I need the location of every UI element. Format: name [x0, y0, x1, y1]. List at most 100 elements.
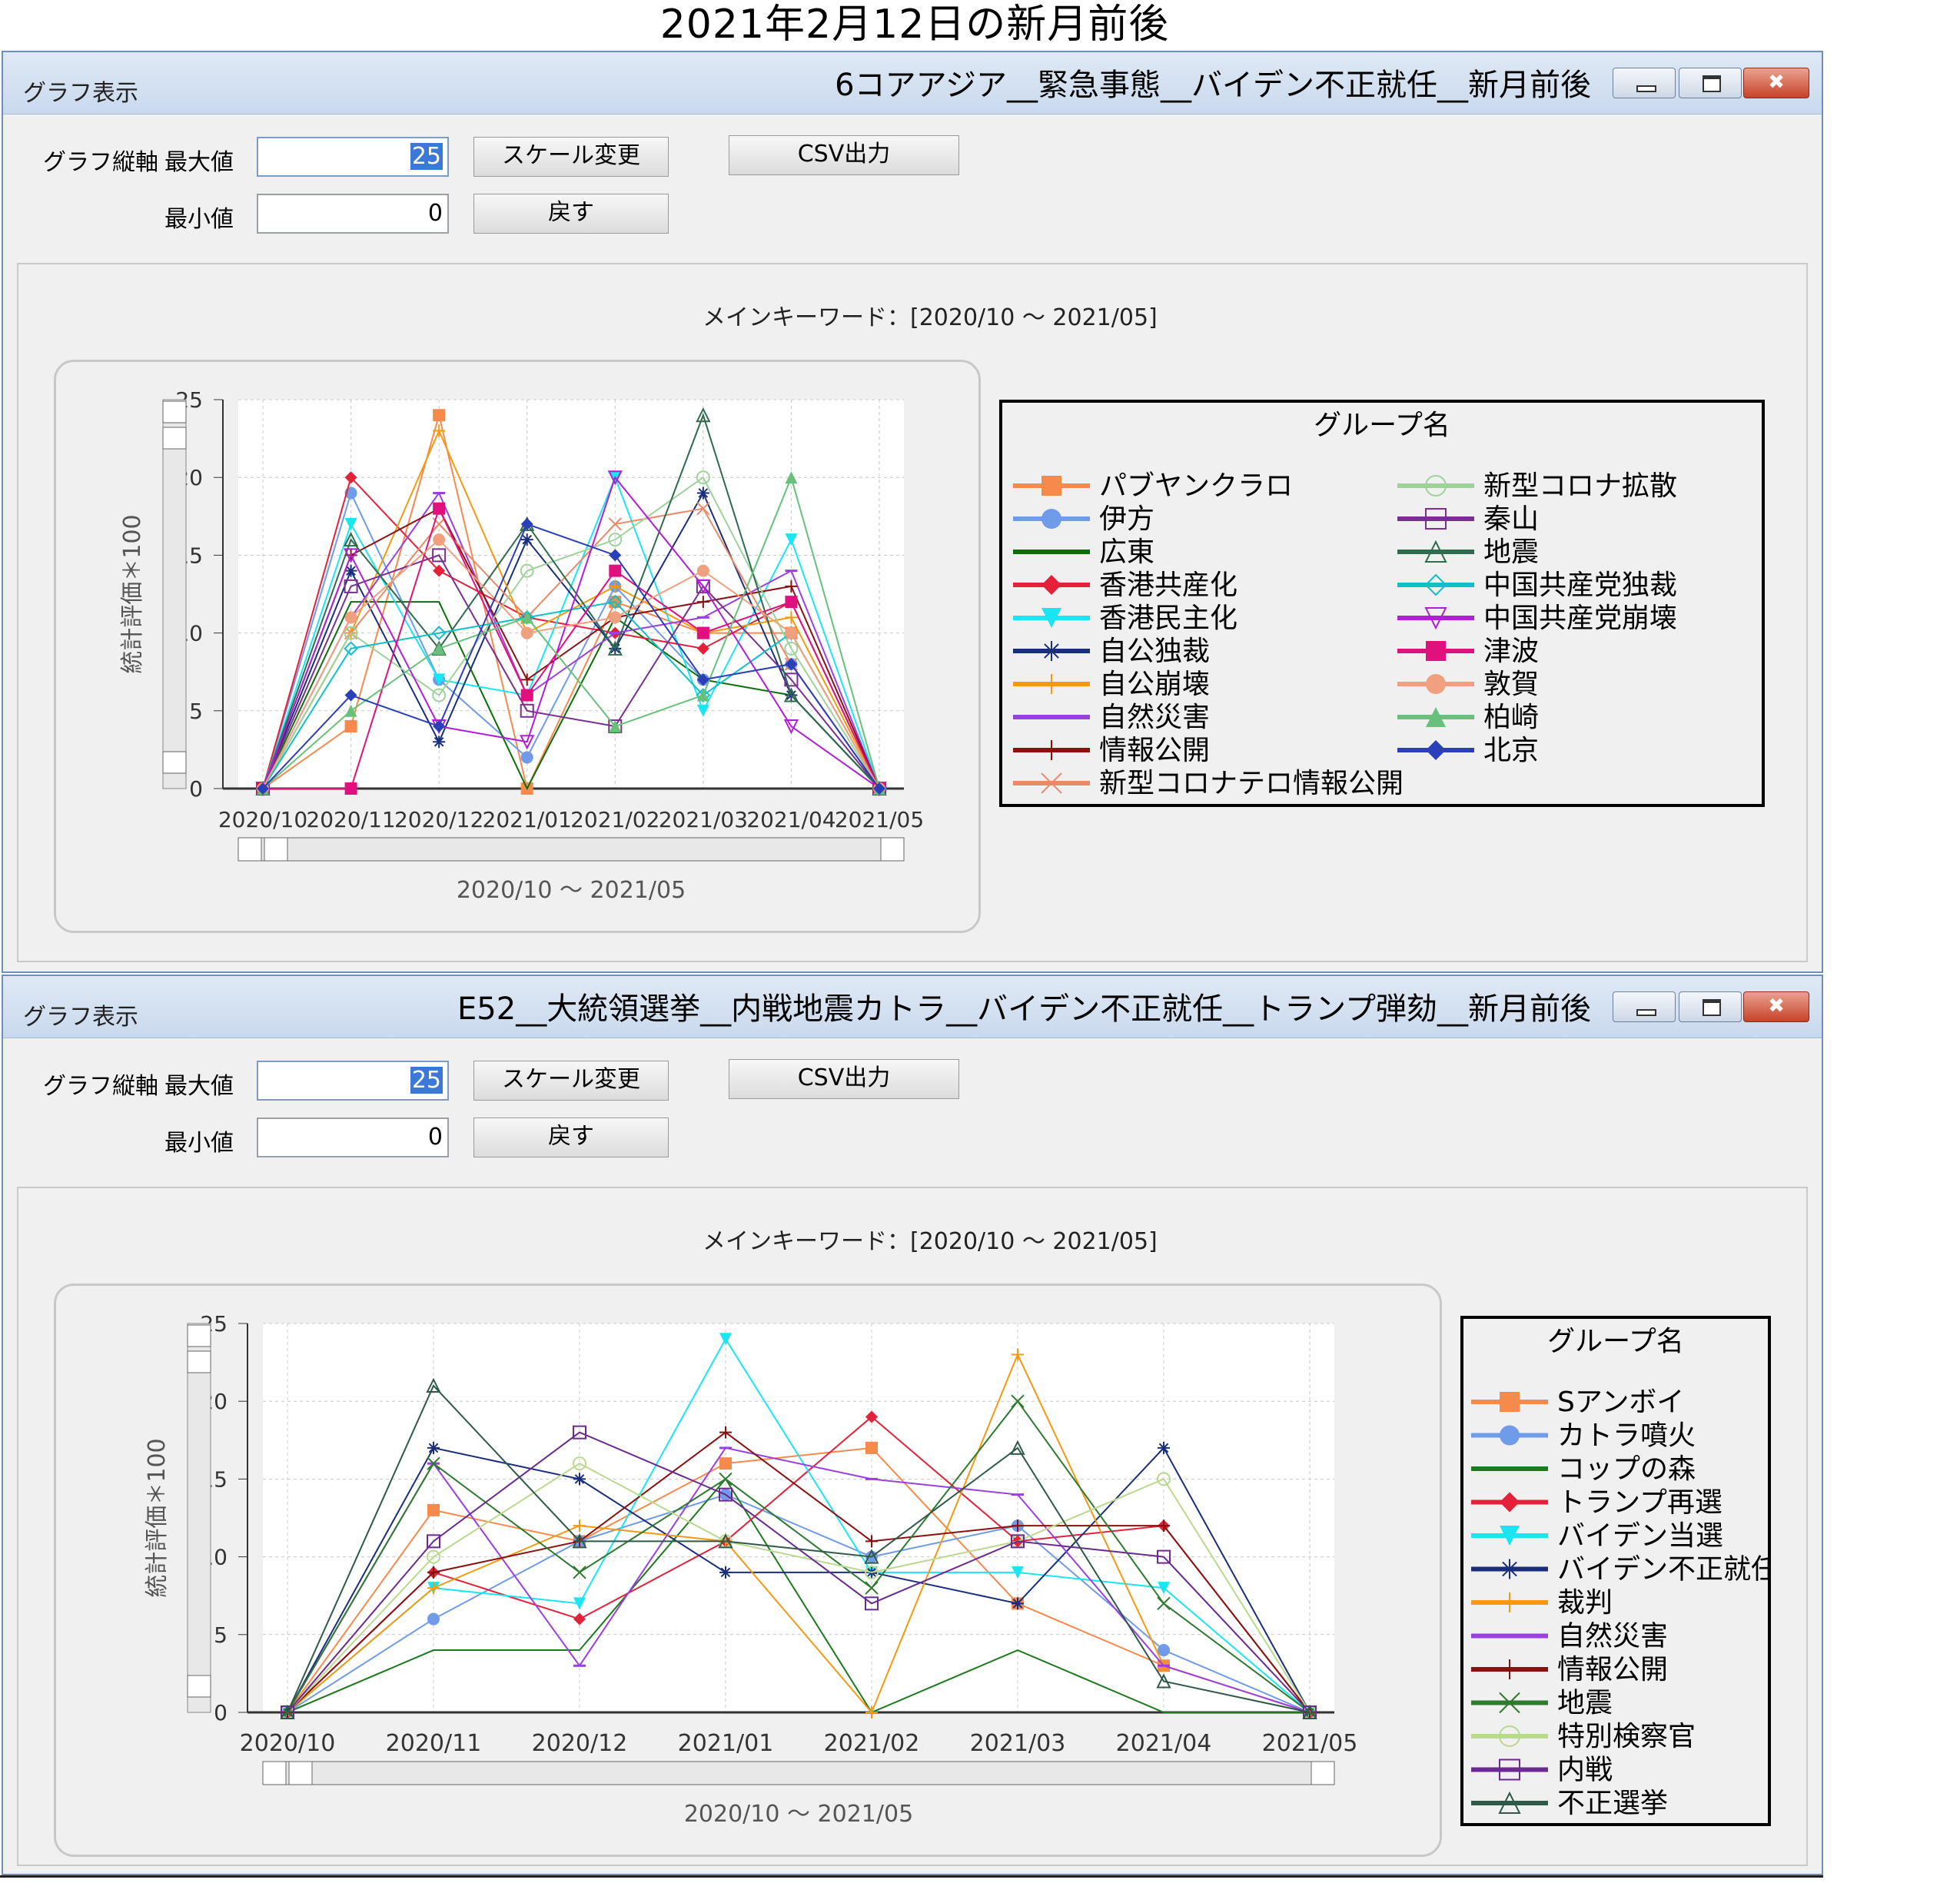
- x-tick-label: 2021/02: [824, 1730, 920, 1757]
- data-point: [427, 1612, 440, 1626]
- data-point: [785, 611, 798, 624]
- data-point: [433, 564, 446, 577]
- y-tick-label: 5: [189, 699, 203, 724]
- data-point: [520, 735, 535, 750]
- data-point: [343, 548, 359, 563]
- legend-label: 敦賀: [1483, 669, 1539, 700]
- legend-marker: [1041, 641, 1061, 661]
- max-value-input[interactable]: 25: [257, 137, 449, 177]
- y-tick-label: 0: [214, 1700, 228, 1725]
- max-label: 最大値: [164, 1073, 234, 1100]
- legend-label: 地震: [1557, 1688, 1613, 1719]
- window-title: E52__大統領選挙__内戦地震カトラ__バイデン不正就任__トランプ弾劾__新…: [457, 991, 1591, 1027]
- data-point: [696, 626, 709, 639]
- legend-item: 広東: [1013, 536, 1154, 568]
- series-line: [262, 538, 880, 789]
- data-point: [344, 782, 357, 795]
- legend-item: トランプ再選: [1471, 1487, 1722, 1519]
- scroll-up-button: [162, 427, 187, 450]
- data-point: [520, 703, 534, 718]
- minimize-button[interactable]: [1613, 991, 1676, 1022]
- data-point: [609, 611, 622, 624]
- close-button[interactable]: [1743, 68, 1809, 98]
- series-group: [257, 502, 885, 795]
- max-value-text: 25: [410, 1067, 443, 1094]
- legend-item: 敦賀: [1397, 669, 1539, 700]
- legend-marker: [1425, 508, 1447, 530]
- x-tick-label: 2021/01: [483, 807, 572, 832]
- series-line: [262, 601, 880, 791]
- data-point: [573, 1425, 586, 1440]
- x-tick-label: 2020/11: [306, 807, 395, 832]
- legend-label: 広東: [1099, 536, 1154, 568]
- scale-change-button[interactable]: スケール変更: [473, 137, 669, 177]
- data-point: [344, 689, 357, 702]
- legend-marker: [1500, 1559, 1520, 1579]
- title-bar[interactable]: グラフ表示 6コアアジア__緊急事態__バイデン不正就任__新月前後: [3, 52, 1822, 115]
- data-point: [1157, 1472, 1171, 1486]
- legend-label: 自公独裁: [1099, 636, 1210, 667]
- data-point: [696, 689, 709, 702]
- legend-label: 中国共産党独裁: [1483, 570, 1677, 601]
- title-bar[interactable]: グラフ表示 E52__大統領選挙__内戦地震カトラ__バイデン不正就任__トラン…: [3, 976, 1822, 1038]
- min-value-input[interactable]: 0: [257, 1118, 449, 1157]
- series-line: [262, 554, 880, 789]
- legend-label: 特別検察官: [1557, 1721, 1696, 1752]
- data-point: [785, 596, 798, 609]
- data-point: [426, 1377, 441, 1393]
- max-value-input[interactable]: 25: [257, 1061, 449, 1101]
- legend-item: Sアンボイ: [1471, 1387, 1684, 1418]
- x-tick-label: 2021/04: [746, 807, 835, 832]
- csv-export-button[interactable]: CSV出力: [729, 135, 959, 175]
- x-tick-label: 2021/03: [970, 1730, 1066, 1757]
- legend-label: 自然災害: [1099, 702, 1210, 733]
- legend-item: 秦山: [1397, 503, 1539, 535]
- series-line: [262, 523, 880, 789]
- legend-marker: [1424, 573, 1447, 596]
- scale-change-button[interactable]: スケール変更: [473, 1061, 669, 1101]
- min-value-input[interactable]: 0: [257, 194, 449, 234]
- x-tick-label: 2021/05: [835, 807, 924, 832]
- legend-item: 伊方: [1013, 503, 1154, 535]
- axis-label: グラフ縦軸: [43, 1073, 158, 1100]
- legend-item: 内戦: [1471, 1755, 1613, 1786]
- data-point: [785, 471, 798, 484]
- app-name: グラフ表示: [23, 80, 138, 107]
- data-point: [865, 1596, 879, 1611]
- data-point: [573, 1456, 586, 1471]
- data-point: [344, 720, 357, 733]
- csv-export-button[interactable]: CSV出力: [729, 1059, 959, 1099]
- maximize-button[interactable]: [1679, 991, 1742, 1022]
- data-point: [520, 563, 534, 578]
- data-point: [432, 688, 447, 702]
- x-tick-label: 2020/12: [394, 807, 483, 832]
- legend-item: 自公崩壊: [1013, 669, 1210, 700]
- data-point: [696, 642, 709, 655]
- data-point: [719, 1426, 732, 1439]
- data-point: [609, 564, 622, 577]
- legend-item: 新型コロナ拡散: [1397, 470, 1677, 502]
- data-point: [607, 594, 623, 609]
- x-tick-label: 2021/01: [678, 1730, 774, 1757]
- legend-item: 情報公開: [1013, 735, 1210, 766]
- data-point: [783, 687, 799, 702]
- data-point: [719, 1487, 733, 1502]
- data-point: [783, 719, 799, 735]
- data-point: [520, 689, 533, 702]
- series-line: [262, 413, 880, 789]
- data-point: [608, 517, 622, 531]
- data-point: [344, 564, 357, 577]
- series-group: [281, 1426, 1316, 1719]
- legend-item: 裁判: [1471, 1587, 1613, 1619]
- close-button[interactable]: [1743, 991, 1809, 1022]
- data-point: [1158, 1441, 1170, 1454]
- main-keyword: メインキーワード：[2020/10 〜 2021/05]: [703, 1228, 1158, 1255]
- graph-window-2: グラフ表示 E52__大統領選挙__内戦地震カトラ__バイデン不正就任__トラン…: [2, 975, 1823, 1875]
- maximize-button[interactable]: [1679, 68, 1742, 98]
- data-point: [865, 1565, 879, 1579]
- reset-button[interactable]: 戻す: [473, 1118, 669, 1157]
- reset-button[interactable]: 戻す: [473, 194, 669, 234]
- legend-marker: [1499, 1725, 1520, 1747]
- minimize-button[interactable]: [1613, 68, 1676, 98]
- data-point: [873, 782, 885, 795]
